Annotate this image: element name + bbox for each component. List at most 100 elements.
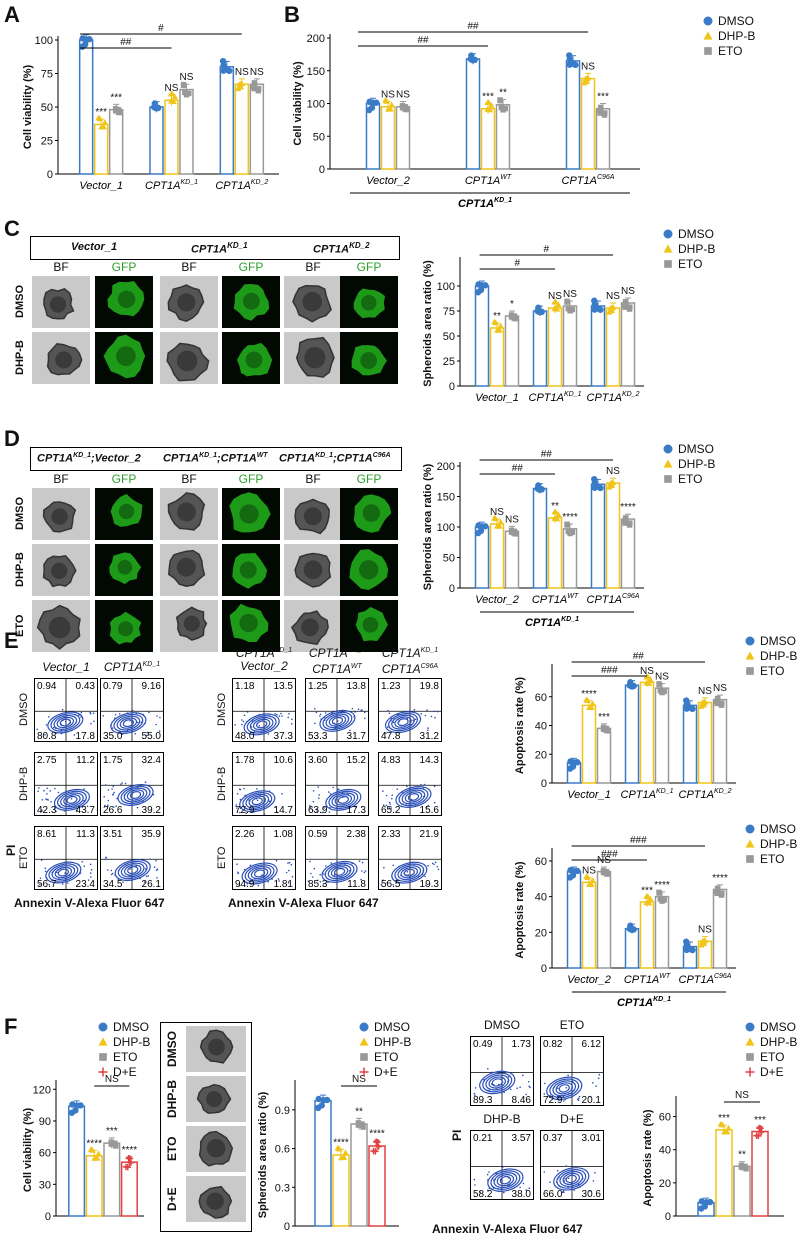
legend-label-dhpb: DHP-B (678, 242, 715, 256)
flow-dot (543, 1171, 546, 1173)
flow-dot (329, 806, 331, 809)
bar (605, 482, 621, 589)
significance-label: ** (493, 311, 501, 322)
quadrant-value: 11.8 (347, 879, 366, 890)
d-image (160, 544, 218, 596)
e-flow-plot: 1.75 32.4 26.6 39.2 (100, 752, 164, 816)
significance-label: NS (548, 291, 562, 302)
data-point (698, 941, 705, 948)
legend-label-dhpb: DHP-B (718, 29, 755, 43)
flow-dot (46, 787, 48, 790)
contour (123, 864, 142, 876)
flow-dot (568, 1093, 570, 1095)
flow-dot (501, 1081, 504, 1083)
flow-dot (144, 868, 147, 870)
e-flow-plot: 2.26 1.08 94.9 1.81 (232, 826, 296, 890)
legend-marker-dhpb (359, 1037, 369, 1046)
y-axis-title: Spheroids area ratio (%) (422, 463, 434, 590)
flow-dot (527, 1081, 530, 1083)
d-col-label: BF (305, 472, 321, 486)
spheroid-core (362, 504, 381, 522)
flow-dot (360, 806, 363, 808)
bar (654, 895, 670, 969)
bar (504, 530, 520, 589)
flow-dot (107, 799, 110, 802)
flow-dot (357, 708, 360, 710)
significance-label: **** (654, 880, 670, 891)
bar (712, 888, 728, 969)
data-point (589, 700, 596, 707)
y-tick-label: 50 (313, 131, 325, 143)
flow-dot (46, 793, 48, 795)
flow-dot (500, 1076, 503, 1079)
d-row-label: DMSO (14, 497, 26, 531)
flow-dot (268, 715, 271, 717)
bracket-label: ### (601, 665, 618, 676)
flow-dot (348, 870, 351, 872)
bar (120, 1161, 138, 1217)
bar (179, 88, 194, 175)
contour (479, 1070, 516, 1095)
data-point (251, 80, 258, 86)
quadrant-value: 34.5 (103, 879, 123, 890)
flow-dot (287, 862, 289, 864)
chart-e2: 0 20 40 60 Apoptosis rate (%) NS NS Vector_2 ***… (514, 835, 736, 1009)
spheroid-core (304, 346, 326, 369)
y-tick-label: 0 (47, 169, 53, 181)
spheroid-core (208, 1038, 225, 1056)
flow-dot (311, 876, 314, 878)
e-flow-plot: 3.60 15.2 63.9 17.3 (305, 752, 369, 816)
significance-label: NS (396, 90, 410, 101)
flow-dot (563, 1191, 565, 1193)
flow-dot (48, 883, 50, 886)
flow-dot (136, 721, 139, 724)
flow-dot (334, 866, 336, 868)
data-point (183, 92, 190, 98)
flow-dot (316, 810, 318, 812)
d-image (340, 544, 398, 596)
flow-dot (118, 730, 121, 732)
bar (164, 99, 179, 175)
contour (394, 863, 425, 882)
flow-dot (104, 804, 106, 807)
quadrant-value: 55.0 (142, 731, 162, 742)
flow-dot (341, 796, 344, 799)
legend-label-eto: ETO (760, 1050, 784, 1064)
data-point (584, 697, 591, 704)
legend-marker-dmso (663, 444, 673, 454)
contour (110, 712, 147, 735)
flow-dot (422, 787, 425, 789)
quadrant-value: 35.9 (142, 829, 162, 840)
flow-dot (577, 1098, 579, 1101)
contour (546, 1076, 583, 1101)
data-point (701, 1203, 708, 1210)
bar (715, 1129, 733, 1217)
data-point (659, 689, 665, 696)
flow-dot (474, 1184, 476, 1186)
flow-dot (256, 788, 258, 790)
contour (553, 1167, 590, 1191)
y-tick-label: 200 (307, 33, 325, 45)
legend-marker-eto (746, 667, 754, 675)
d-image (32, 488, 90, 540)
e-flow-plot: 2.33 21.9 56.5 19.3 (378, 826, 442, 890)
flow-dot (498, 1083, 500, 1086)
legend-marker-dmso (745, 1022, 755, 1032)
bar (562, 305, 578, 387)
flow-dot (437, 868, 440, 871)
flow-dot (360, 878, 362, 881)
flow-dot (117, 878, 120, 881)
quadrant-value: 14.7 (274, 805, 294, 816)
quadrant-value: 30.6 (582, 1189, 602, 1200)
y-tick-label: 0 (541, 778, 547, 790)
quadrant-value: 17.3 (347, 805, 367, 816)
flow-dot (507, 1080, 509, 1083)
flow-dot (155, 860, 157, 862)
flow-dot (433, 710, 435, 713)
contour (488, 1076, 506, 1089)
data-point (153, 104, 161, 112)
legend-label-eto: ETO (678, 472, 702, 486)
